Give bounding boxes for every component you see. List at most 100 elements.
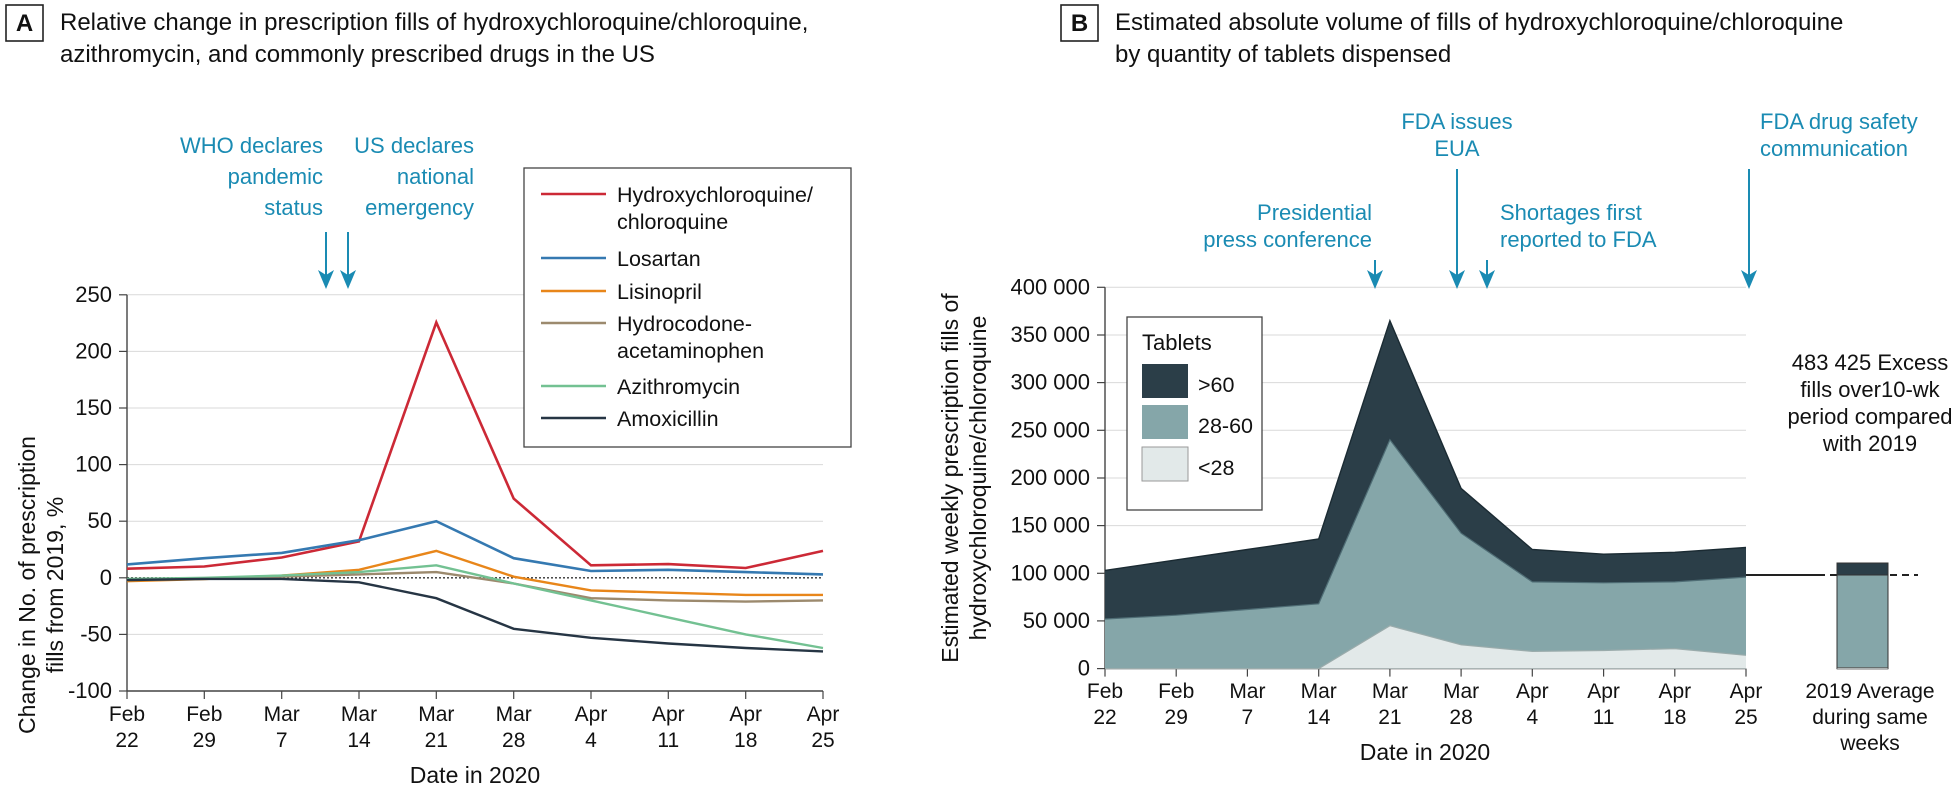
svg-text:18: 18 xyxy=(734,729,757,752)
svg-text:chloroquine: chloroquine xyxy=(617,210,728,234)
svg-text:Change in No. of prescription: Change in No. of prescription xyxy=(14,436,40,734)
svg-text:reported to FDA: reported to FDA xyxy=(1500,227,1657,252)
svg-text:Hydrocodone-: Hydrocodone- xyxy=(617,312,752,336)
svg-text:press conference: press conference xyxy=(1203,227,1372,252)
svg-text:-100: -100 xyxy=(68,678,112,703)
svg-text:Apr: Apr xyxy=(729,703,762,726)
svg-text:Apr: Apr xyxy=(575,703,608,726)
svg-text:acetaminophen: acetaminophen xyxy=(617,339,764,363)
svg-text:Apr: Apr xyxy=(1658,680,1691,703)
svg-text:0: 0 xyxy=(1078,656,1090,681)
svg-text:FDA drug safety: FDA drug safety xyxy=(1760,109,1918,134)
svg-text:status: status xyxy=(264,195,323,220)
svg-text:period compared: period compared xyxy=(1787,404,1952,429)
svg-text:22: 22 xyxy=(115,729,138,752)
svg-text:hydroxychloroquine/chloroquine: hydroxychloroquine/chloroquine xyxy=(965,316,991,641)
svg-text:>60: >60 xyxy=(1198,373,1235,397)
svg-text:weeks: weeks xyxy=(1839,732,1900,755)
svg-text:Tablets: Tablets xyxy=(1142,330,1212,355)
svg-text:Feb: Feb xyxy=(1087,680,1123,703)
svg-text:29: 29 xyxy=(1165,706,1188,729)
svg-text:Presidential: Presidential xyxy=(1257,200,1372,225)
svg-text:2019 Average: 2019 Average xyxy=(1805,680,1934,703)
svg-text:Estimated weekly prescription: Estimated weekly prescription fills of xyxy=(937,293,963,663)
svg-text:Feb: Feb xyxy=(186,703,222,726)
svg-text:Mar: Mar xyxy=(1301,680,1337,703)
svg-text:14: 14 xyxy=(1307,706,1331,729)
svg-text:4: 4 xyxy=(585,729,597,752)
svg-text:B: B xyxy=(1071,10,1088,37)
svg-text:4: 4 xyxy=(1526,706,1538,729)
svg-text:300 000: 300 000 xyxy=(1010,370,1090,395)
svg-text:Hydroxychloroquine/: Hydroxychloroquine/ xyxy=(617,183,813,207)
svg-text:28-60: 28-60 xyxy=(1198,414,1253,438)
svg-text:EUA: EUA xyxy=(1434,136,1480,161)
svg-text:US declares: US declares xyxy=(354,133,474,158)
svg-text:28: 28 xyxy=(1449,706,1472,729)
svg-text:200: 200 xyxy=(75,338,112,363)
svg-text:Mar: Mar xyxy=(264,703,300,726)
svg-text:Date in 2020: Date in 2020 xyxy=(410,762,540,788)
svg-text:100: 100 xyxy=(75,452,112,477)
svg-text:11: 11 xyxy=(1593,706,1615,729)
svg-text:Feb: Feb xyxy=(109,703,145,726)
svg-text:national: national xyxy=(397,164,474,189)
svg-text:Shortages first: Shortages first xyxy=(1500,200,1642,225)
svg-text:21: 21 xyxy=(425,729,448,752)
svg-text:29: 29 xyxy=(193,729,216,752)
svg-text:21: 21 xyxy=(1378,706,1401,729)
svg-text:Apr: Apr xyxy=(807,703,840,726)
svg-text:350 000: 350 000 xyxy=(1010,322,1090,347)
svg-text:Apr: Apr xyxy=(1587,680,1620,703)
svg-text:Mar: Mar xyxy=(1443,680,1479,703)
svg-text:by quantity of tablets dispens: by quantity of tablets dispensed xyxy=(1115,41,1451,68)
svg-text:emergency: emergency xyxy=(365,195,474,220)
svg-text:Date in 2020: Date in 2020 xyxy=(1360,739,1490,765)
svg-text:Lisinopril: Lisinopril xyxy=(617,280,702,304)
svg-text:Apr: Apr xyxy=(1516,680,1549,703)
svg-text:fills from 2019, %: fills from 2019, % xyxy=(42,497,68,673)
svg-text:22: 22 xyxy=(1093,706,1116,729)
svg-text:azithromycin, and commonly pre: azithromycin, and commonly prescribed dr… xyxy=(60,41,655,68)
svg-text:11: 11 xyxy=(657,729,679,752)
svg-text:Mar: Mar xyxy=(341,703,377,726)
svg-text:communication: communication xyxy=(1760,136,1908,161)
svg-text:50: 50 xyxy=(88,508,112,533)
svg-text:25: 25 xyxy=(811,729,834,752)
svg-text:Amoxicillin: Amoxicillin xyxy=(617,407,719,431)
svg-text:7: 7 xyxy=(276,729,288,752)
svg-text:fills over10-wk: fills over10-wk xyxy=(1800,377,1940,402)
svg-text:Relative change in prescriptio: Relative change in prescription fills of… xyxy=(60,9,808,36)
svg-text:A: A xyxy=(16,10,33,37)
svg-text:during same: during same xyxy=(1812,706,1928,729)
svg-text:with 2019: with 2019 xyxy=(1822,431,1917,456)
svg-text:Mar: Mar xyxy=(1372,680,1408,703)
svg-text:WHO declares: WHO declares xyxy=(180,133,323,158)
svg-text:Apr: Apr xyxy=(1730,680,1763,703)
svg-text:28: 28 xyxy=(502,729,525,752)
svg-text:18: 18 xyxy=(1663,706,1686,729)
svg-text:483 425 Excess: 483 425 Excess xyxy=(1792,350,1949,375)
svg-text:Estimated absolute volume of f: Estimated absolute volume of fills of hy… xyxy=(1115,9,1843,36)
svg-text:25: 25 xyxy=(1734,706,1757,729)
svg-text:250 000: 250 000 xyxy=(1010,417,1090,442)
svg-text:100 000: 100 000 xyxy=(1010,560,1090,585)
svg-text:Mar: Mar xyxy=(496,703,532,726)
svg-text:400 000: 400 000 xyxy=(1010,274,1090,299)
svg-text:14: 14 xyxy=(347,729,371,752)
svg-text:Mar: Mar xyxy=(418,703,454,726)
svg-text:FDA issues: FDA issues xyxy=(1401,109,1512,134)
svg-text:150 000: 150 000 xyxy=(1010,513,1090,538)
svg-text:Losartan: Losartan xyxy=(617,247,701,271)
svg-text:250: 250 xyxy=(75,282,112,307)
svg-text:0: 0 xyxy=(100,565,112,590)
svg-text:50 000: 50 000 xyxy=(1023,608,1090,633)
svg-text:200 000: 200 000 xyxy=(1010,465,1090,490)
svg-text:7: 7 xyxy=(1242,706,1254,729)
svg-text:150: 150 xyxy=(75,395,112,420)
svg-text:Apr: Apr xyxy=(652,703,685,726)
svg-text:-50: -50 xyxy=(80,621,112,646)
svg-text:Azithromycin: Azithromycin xyxy=(617,375,740,399)
svg-text:<28: <28 xyxy=(1198,456,1235,480)
svg-text:pandemic: pandemic xyxy=(228,164,323,189)
